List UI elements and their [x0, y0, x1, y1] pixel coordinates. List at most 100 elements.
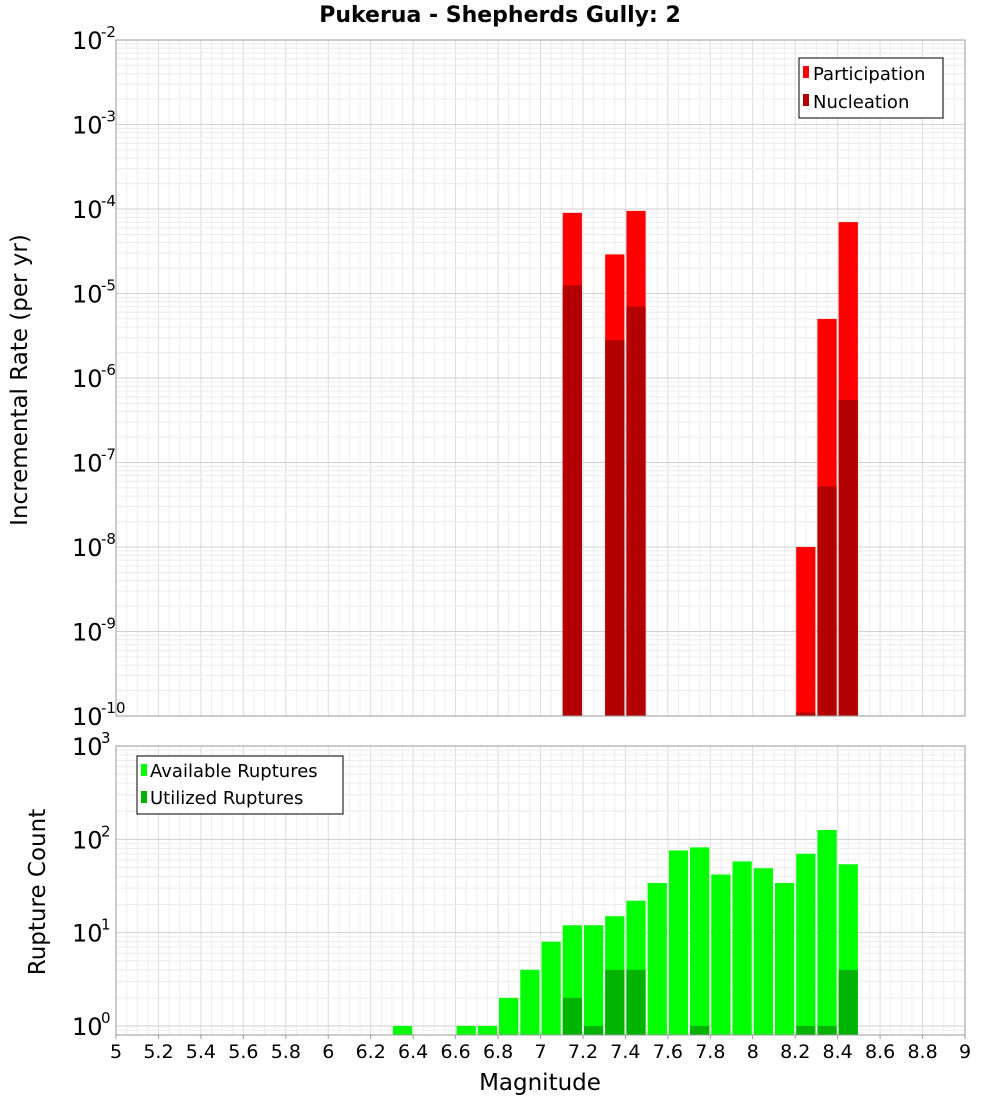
- count-bar-utilized-ruptures: [562, 997, 582, 1035]
- count-bar-available-ruptures: [753, 868, 773, 1035]
- count-bar-available-ruptures: [774, 883, 795, 1035]
- top-y-tick-exponent: -5: [101, 277, 116, 295]
- count-bar-available-ruptures: [668, 850, 689, 1035]
- count-bar-available-ruptures: [499, 997, 519, 1035]
- top-y-tick-label: 10: [72, 703, 103, 731]
- top-y-tick-exponent: -10: [101, 699, 126, 717]
- x-tick-label: 8.8: [907, 1041, 937, 1063]
- count-bar-utilized-ruptures: [605, 969, 625, 1035]
- count-bar-utilized-ruptures: [796, 1025, 816, 1035]
- bottom-y-tick-label: 10: [72, 1013, 103, 1041]
- x-tick-label: 6.8: [483, 1041, 513, 1063]
- top-y-tick-label: 10: [72, 450, 103, 478]
- x-tick-label: 6.6: [440, 1041, 470, 1063]
- bottom-y-axis-label: Rupture Count: [25, 809, 51, 975]
- x-ticks: 5 5.2 5.4 5.6 5.8 6 6.2 6.4 6.6 6.8 7 7.2 7.4 7.6 7.8 8…: [110, 1035, 971, 1063]
- x-tick-label: 5.8: [271, 1041, 301, 1063]
- x-tick-label: 8: [747, 1041, 759, 1063]
- x-tick-label: 5.2: [143, 1041, 173, 1063]
- x-tick-label: 7.8: [695, 1041, 725, 1063]
- top-y-tick-exponent: -4: [101, 192, 116, 210]
- top-y-tick-label: 10: [72, 534, 103, 562]
- count-bar-utilized-ruptures: [583, 1025, 604, 1035]
- count-bar-available-ruptures: [690, 847, 710, 1035]
- top-y-tick-exponent: -9: [101, 615, 116, 633]
- count-bar-available-ruptures: [732, 861, 752, 1035]
- count-bar-utilized-ruptures: [626, 969, 646, 1035]
- legend-swatch-nucleation: [803, 94, 809, 106]
- x-tick-label: 7: [534, 1041, 546, 1063]
- top-y-tick-exponent: -6: [101, 361, 116, 379]
- top-y-tick-label: 10: [72, 27, 103, 55]
- count-bar-available-ruptures: [711, 874, 731, 1035]
- rate-bar-nucleation: [838, 399, 858, 716]
- top-y-tick-label: 10: [72, 619, 103, 647]
- rate-bar-nucleation: [605, 340, 625, 716]
- legend-swatch-available: [141, 764, 147, 776]
- top-y-ticks: 10-210-310-410-510-610-710-810-910-10: [72, 23, 126, 731]
- legend-label-participation: Participation: [813, 64, 925, 85]
- top-legend-box: [798, 57, 944, 119]
- top-plot-frame: [115, 39, 966, 717]
- top-y-axis-label: Incremental Rate (per yr): [7, 234, 33, 526]
- x-tick-label: 5: [110, 1041, 122, 1063]
- bottom-legend: Available Ruptures Utilized Ruptures: [136, 755, 344, 815]
- top-y-tick-exponent: -3: [101, 108, 116, 126]
- count-bar-available-ruptures: [477, 1025, 498, 1035]
- x-tick-label: 8.4: [823, 1041, 853, 1063]
- top-gridlines: [115, 39, 966, 717]
- x-tick-label: 6: [322, 1041, 334, 1063]
- legend-swatch-utilized: [141, 791, 147, 803]
- top-y-tick-label: 10: [72, 365, 103, 393]
- x-tick-label: 9: [959, 1041, 971, 1063]
- count-bar-available-ruptures: [456, 1025, 476, 1035]
- rate-bar-nucleation: [626, 306, 646, 716]
- legend-swatch-participation: [803, 66, 809, 78]
- chart-title: Pukerua - Shepherds Gully: 2: [319, 3, 681, 28]
- count-bar-utilized-ruptures: [690, 1025, 710, 1035]
- x-axis-label: Magnitude: [479, 1070, 601, 1096]
- legend-label-available: Available Ruptures: [150, 761, 318, 782]
- legend-label-utilized: Utilized Ruptures: [150, 788, 303, 809]
- top-y-tick-label: 10: [72, 281, 103, 309]
- top-y-tick-label: 10: [72, 112, 103, 140]
- x-tick-label: 5.6: [228, 1041, 258, 1063]
- top-y-tick-exponent: -8: [101, 530, 116, 548]
- top-panel: 10-210-310-410-510-610-710-810-910-10 In…: [7, 23, 966, 731]
- count-bar-available-ruptures: [520, 969, 540, 1035]
- count-bar-available-ruptures: [796, 853, 816, 1035]
- rate-bar-participation: [796, 547, 816, 716]
- rate-bar-nucleation: [562, 285, 582, 716]
- count-bar-available-ruptures: [583, 925, 604, 1035]
- rate-bar-nucleation: [817, 486, 837, 716]
- count-bar-available-ruptures: [392, 1025, 413, 1035]
- bottom-y-tick-exponent: 1: [101, 916, 111, 934]
- bottom-y-tick-label: 10: [72, 920, 103, 948]
- bottom-y-tick-exponent: 2: [101, 822, 111, 840]
- top-bars: [562, 210, 858, 716]
- bottom-legend-box: [136, 755, 344, 815]
- top-legend: Participation Nucleation: [798, 57, 944, 119]
- x-tick-label: 8.6: [865, 1041, 895, 1063]
- x-tick-label: 7.4: [610, 1041, 640, 1063]
- bottom-bars: [392, 829, 858, 1035]
- x-tick-label: 7.2: [568, 1041, 598, 1063]
- top-y-tick-label: 10: [72, 196, 103, 224]
- legend-label-nucleation: Nucleation: [813, 92, 909, 113]
- bottom-y-tick-exponent: 3: [101, 729, 111, 747]
- bottom-y-tick-label: 10: [72, 826, 103, 854]
- count-bar-utilized-ruptures: [838, 969, 858, 1035]
- top-y-tick-exponent: -7: [101, 446, 116, 464]
- x-tick-label: 5.4: [186, 1041, 216, 1063]
- count-bar-available-ruptures: [541, 941, 561, 1035]
- x-tick-label: 8.2: [780, 1041, 810, 1063]
- count-bar-utilized-ruptures: [817, 1025, 837, 1035]
- count-bar-available-ruptures: [817, 829, 837, 1035]
- top-y-tick-exponent: -2: [101, 23, 116, 41]
- x-tick-label: 6.2: [356, 1041, 386, 1063]
- x-tick-label: 7.6: [653, 1041, 683, 1063]
- bottom-y-tick-label: 10: [72, 733, 103, 761]
